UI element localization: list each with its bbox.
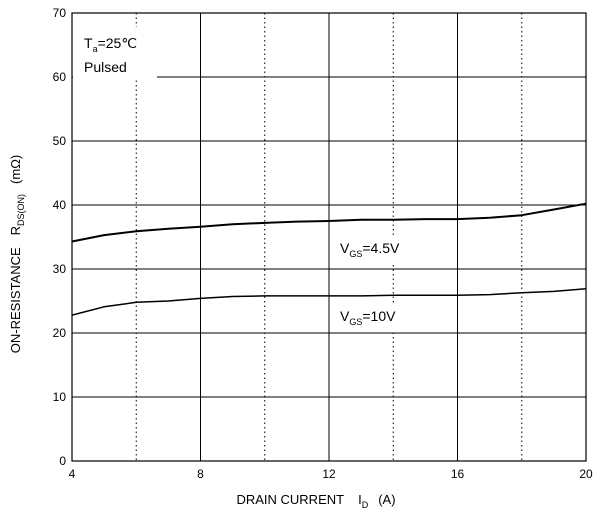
y-tick-label: 0 <box>59 454 66 468</box>
series-label-value: =4.5V <box>362 240 400 256</box>
y-tick-label: 60 <box>53 70 67 84</box>
plot-frame <box>71 12 587 462</box>
y-tick-label: 50 <box>53 134 67 148</box>
y-tick-label: 30 <box>53 262 67 276</box>
x-tick-label: 12 <box>322 467 336 481</box>
series-label-text: VGS=4.5V <box>340 240 400 259</box>
conditions-box <box>73 27 157 79</box>
x-tick-label: 4 <box>69 467 76 481</box>
temperature-symbol: T <box>84 35 93 51</box>
series-line-1 <box>71 288 587 316</box>
y-axis-label: ON-RESISTANCE RDS(ON) (mΩ) <box>8 155 26 354</box>
x-axis-label-unit: (A) <box>378 492 395 507</box>
y-tick-label: 10 <box>53 390 67 404</box>
temperature-label: Ta=25℃ <box>84 35 137 54</box>
y-axis-label-subscript: DS(ON) <box>16 194 26 226</box>
series-label-vgs-4-5: VGS=4.5V <box>336 236 424 262</box>
x-tick-label: 8 <box>197 467 204 481</box>
series-label-text: VGS=10V <box>340 308 396 327</box>
series-label-bg <box>336 304 416 330</box>
x-axis-label-subscript: D <box>362 500 369 510</box>
y-axis-label-symbol: R <box>8 226 23 235</box>
conditions-legend: Ta=25℃ Pulsed <box>73 27 157 79</box>
x-tick-label: 20 <box>579 467 593 481</box>
grid <box>71 12 587 462</box>
y-tick-label: 70 <box>53 6 67 20</box>
temperature-value: =25℃ <box>98 35 137 51</box>
series-label-vgs-10: VGS=10V <box>336 304 416 330</box>
tick-labels: 4 8 12 16 20 0 10 20 30 40 50 60 70 <box>53 6 593 481</box>
series-label-symbol: V <box>340 240 350 256</box>
series-label-value: =10V <box>362 308 396 324</box>
mode-label: Pulsed <box>84 59 127 75</box>
y-tick-label: 20 <box>53 326 67 340</box>
x-axis-label-symbol: I <box>358 492 362 507</box>
x-tick-label: 16 <box>451 467 465 481</box>
x-axis-label: DRAIN CURRENT ID (A) <box>236 492 395 510</box>
y-tick-label: 40 <box>53 198 67 212</box>
x-axis-label-main: DRAIN CURRENT <box>236 492 344 507</box>
series-line-0 <box>71 202 587 243</box>
y-axis-label-unit: (mΩ) <box>8 155 23 184</box>
series-label-symbol: V <box>340 308 350 324</box>
series-group <box>71 202 587 316</box>
series-label-bg <box>336 236 424 262</box>
series-label-subscript: GS <box>349 317 362 327</box>
temperature-subscript: a <box>93 44 98 54</box>
series-label-subscript: GS <box>349 249 362 259</box>
plot-border <box>71 12 587 462</box>
y-axis-label-main: ON-RESISTANCE <box>8 247 23 353</box>
